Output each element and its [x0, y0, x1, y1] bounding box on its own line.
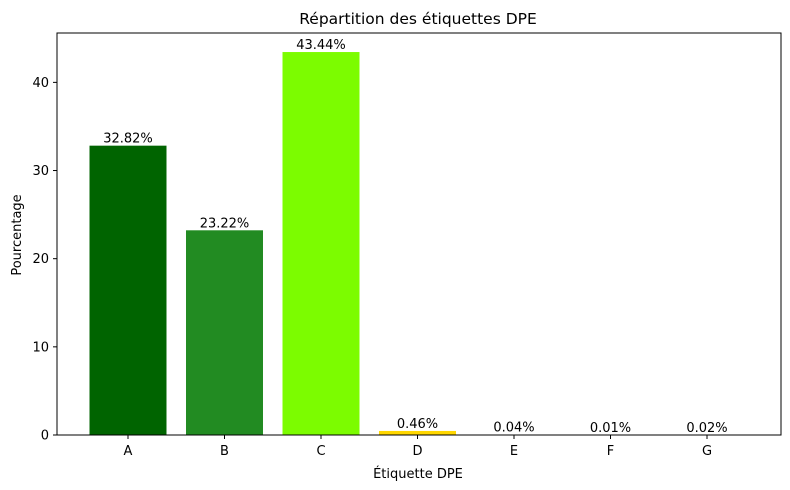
plot-frame: [56, 32, 782, 436]
y-tick-label-40: 40: [32, 76, 49, 91]
y-tick-label-10: 10: [32, 340, 49, 355]
bar-c: [282, 52, 360, 435]
x-tick-label-f: F: [607, 444, 614, 459]
data-label-b: 23.22%: [200, 216, 250, 231]
data-label-f: 0.01%: [590, 421, 631, 436]
bar-d: [379, 430, 456, 435]
data-labels-group: 32.82% 23.22% 43.44% 0.46% 0.04% 0.01% 0.02%: [103, 38, 727, 436]
data-label-e: 0.04%: [493, 421, 534, 436]
x-tick-label-a: A: [124, 444, 133, 459]
bars-group: [89, 52, 746, 436]
bar-a: [89, 145, 167, 436]
x-axis-label: Étiquette DPE: [373, 466, 463, 482]
y-tick-label-0: 0: [41, 429, 49, 444]
data-label-c: 43.44%: [296, 38, 346, 53]
x-tick-label-b: B: [220, 444, 229, 459]
y-axis-label: Pourcentage: [10, 194, 25, 275]
data-label-g: 0.02%: [686, 421, 727, 436]
y-axis-ticks: 0 10 20 30 40: [32, 76, 57, 444]
x-tick-label-e: E: [510, 444, 518, 459]
data-label-a: 32.82%: [103, 132, 153, 147]
y-tick-label-20: 20: [32, 252, 49, 267]
data-label-d: 0.46%: [397, 417, 438, 432]
x-tick-label-d: D: [412, 444, 422, 459]
y-tick-label-30: 30: [32, 164, 49, 179]
bar-b: [186, 230, 263, 435]
x-tick-label-c: C: [316, 444, 325, 459]
chart-title: Répartition des étiquettes DPE: [299, 10, 537, 28]
x-axis-ticks: A B C D E F G: [124, 435, 712, 459]
x-tick-label-g: G: [702, 444, 712, 459]
